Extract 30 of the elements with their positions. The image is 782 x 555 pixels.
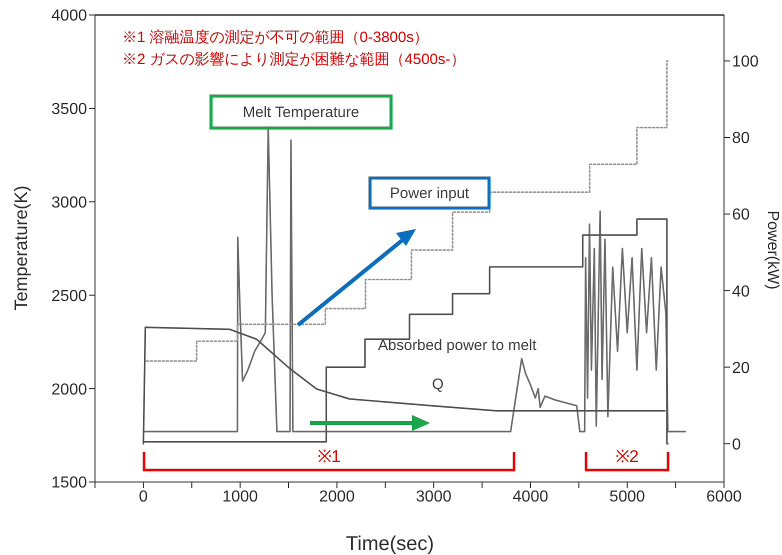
x-tick-label: 6000 [706, 488, 742, 506]
x-tick-label: 1000 [222, 488, 258, 506]
y-tick-label: 4000 [51, 8, 88, 25]
y2-tick-label: 20 [732, 360, 750, 377]
x-tick-label: 4000 [512, 488, 548, 506]
y-tick-label: 2000 [51, 381, 88, 398]
series-label: Melt Temperature [242, 104, 360, 121]
x-tick-label: 2000 [319, 488, 355, 506]
x-tick-label: 3000 [416, 488, 452, 506]
x-tick-label: 0 [138, 488, 148, 506]
series-label: Absorbed power to melt [378, 337, 538, 354]
y-tick-label: 3000 [51, 194, 88, 212]
y2-tick-label: 60 [732, 206, 750, 224]
y-tick-label: 2500 [51, 288, 88, 305]
annotation: ※1 [317, 447, 341, 466]
y-tick-label: 1500 [51, 474, 88, 492]
y2-tick-label: 40 [732, 283, 750, 300]
annotation: ※1 溶融温度の測定が不可の範囲（0-3800s） [122, 29, 429, 46]
x-axis-title: Time(sec) [346, 533, 434, 555]
y2-tick-label: 80 [732, 130, 750, 148]
annotation: ※2 [615, 447, 639, 466]
annotation: ※2 ガスの影響により測定が困難な範囲（4500s-） [122, 51, 466, 68]
y2-tick-label: 0 [732, 436, 741, 454]
y2-axis-title: Power(kW) [764, 210, 781, 290]
y2-tick-label: 100 [732, 54, 759, 71]
series-label: Q [432, 376, 444, 393]
x-tick-label: 5000 [609, 488, 646, 506]
y-axis-title: Temperature(K) [11, 185, 31, 311]
y-tick-label: 3500 [51, 101, 88, 118]
series-label: Power input [390, 185, 470, 202]
